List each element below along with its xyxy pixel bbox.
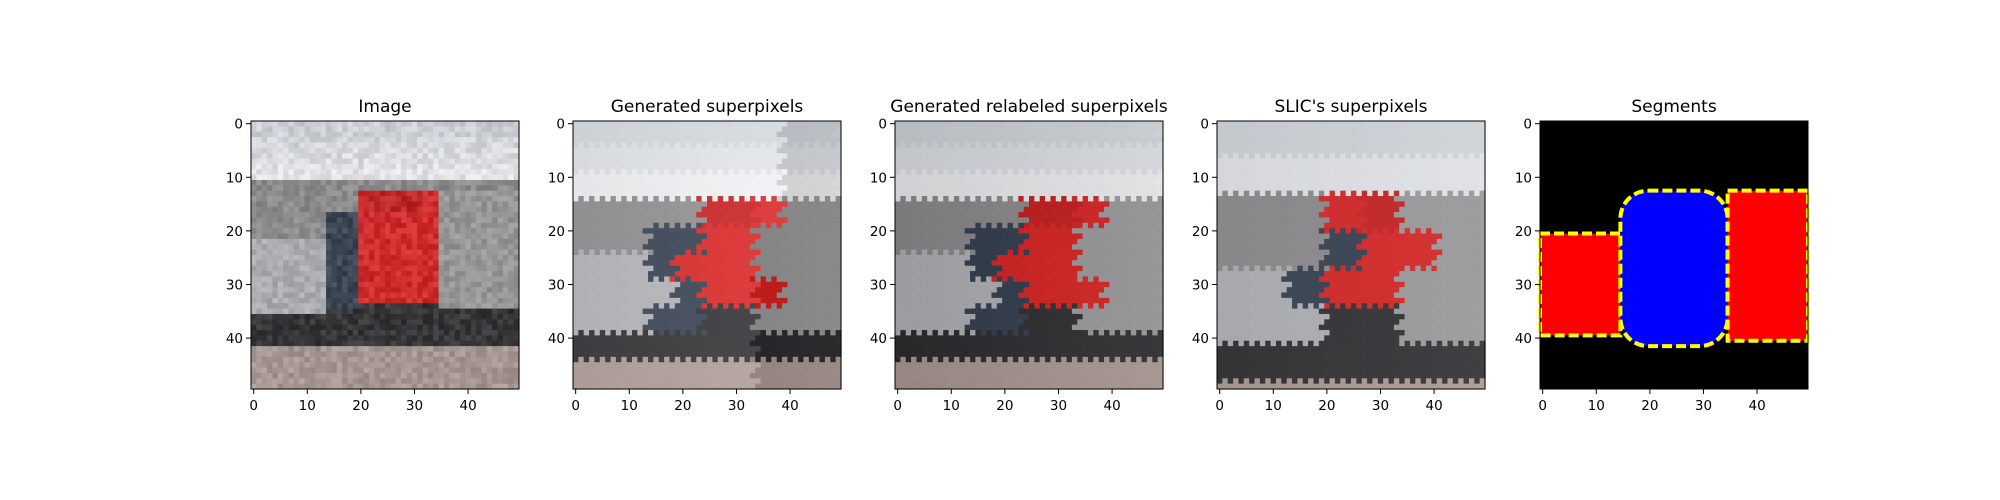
plot-frame	[1539, 120, 1809, 390]
y-tick-label: 0	[878, 117, 887, 133]
panel-image	[1538, 121, 1810, 389]
x-tick-label: 20	[352, 398, 369, 414]
plot-frame	[572, 120, 842, 390]
x-tick-label: 10	[1588, 398, 1605, 414]
panel-image	[573, 121, 842, 390]
y-tick-label: 40	[548, 331, 565, 347]
plot-frame	[250, 120, 520, 390]
x-tick-label: 40	[781, 398, 798, 414]
x-tick-label: 0	[893, 398, 902, 414]
x-tick-label: 30	[1372, 398, 1389, 414]
x-tick-label: 0	[571, 398, 580, 414]
panel-title: SLIC's superpixels	[1274, 97, 1427, 117]
x-tick-label: 30	[406, 398, 423, 414]
panel-4: SLIC's superpixels 0 10 20 30 40 0 10 20 30 40	[1192, 97, 1486, 414]
panel-title: Generated relabeled superpixels	[890, 97, 1168, 117]
x-tick-label: 0	[1538, 398, 1547, 414]
y-tick-label: 10	[1515, 170, 1532, 186]
x-tick-label: 10	[621, 398, 638, 414]
y-tick-label: 30	[1515, 277, 1532, 293]
panel-2: Generated superpixels 0 10 20 30 40 0 10 20 30 40	[548, 97, 842, 414]
x-tick-label: 0	[249, 398, 258, 414]
segment-left	[1538, 231, 1623, 338]
y-tick-label: 10	[1192, 170, 1209, 186]
y-tick-label: 0	[1200, 117, 1209, 133]
y-tick-label: 30	[1192, 277, 1209, 293]
plot-frame	[894, 120, 1164, 390]
y-tick-label: 30	[870, 277, 887, 293]
panel-title: Segments	[1631, 97, 1717, 117]
x-tick-label: 20	[996, 398, 1013, 414]
y-tick-label: 10	[870, 170, 887, 186]
segment-right	[1725, 188, 1810, 343]
x-tick-label: 30	[1695, 398, 1712, 414]
panel-5: Segments 0 10 20 30 40 0 10 20 30 40	[1515, 97, 1810, 414]
panel-title: Generated superpixels	[611, 97, 804, 117]
x-tick-label: 30	[1050, 398, 1067, 414]
x-tick-label: 40	[459, 398, 476, 414]
x-tick-label: 0	[1215, 398, 1224, 414]
y-tick-label: 0	[1523, 117, 1532, 133]
panel-image	[1217, 121, 1486, 390]
panel-image	[895, 121, 1164, 390]
y-tick-label: 0	[234, 117, 243, 133]
y-tick-label: 30	[226, 277, 243, 293]
x-tick-label: 40	[1425, 398, 1442, 414]
x-tick-label: 10	[299, 398, 316, 414]
y-tick-label: 10	[548, 170, 565, 186]
y-tick-label: 20	[1515, 224, 1532, 240]
y-tick-label: 20	[226, 224, 243, 240]
y-tick-label: 20	[548, 224, 565, 240]
plot-frame	[1216, 120, 1486, 390]
panel-1: Image 0 10 20 30 40 0 10 20 30 40	[226, 97, 520, 414]
y-tick-label: 30	[548, 277, 565, 293]
panel-title: Image	[358, 97, 411, 117]
panel-image	[251, 121, 520, 390]
x-tick-label: 20	[1318, 398, 1335, 414]
y-tick-label: 20	[1192, 224, 1209, 240]
x-tick-label: 20	[674, 398, 691, 414]
x-tick-label: 20	[1641, 398, 1658, 414]
x-tick-label: 10	[943, 398, 960, 414]
y-tick-label: 40	[1192, 331, 1209, 347]
y-tick-label: 40	[226, 331, 243, 347]
y-tick-label: 10	[226, 170, 243, 186]
y-tick-label: 40	[870, 331, 887, 347]
x-tick-label: 40	[1748, 398, 1765, 414]
y-tick-label: 0	[556, 117, 565, 133]
y-tick-label: 20	[870, 224, 887, 240]
x-tick-label: 30	[728, 398, 745, 414]
y-tick-label: 40	[1515, 331, 1532, 347]
x-tick-label: 10	[1265, 398, 1282, 414]
x-tick-label: 40	[1103, 398, 1120, 414]
segment-center	[1618, 188, 1730, 349]
